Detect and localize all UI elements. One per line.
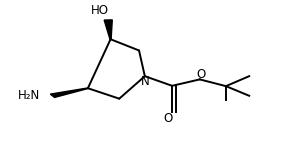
Text: O: O (164, 112, 173, 125)
Text: HO: HO (91, 4, 109, 17)
Polygon shape (50, 88, 88, 97)
Text: H₂N: H₂N (18, 89, 40, 102)
Polygon shape (104, 20, 112, 39)
Text: O: O (197, 68, 206, 81)
Text: N: N (140, 75, 149, 88)
